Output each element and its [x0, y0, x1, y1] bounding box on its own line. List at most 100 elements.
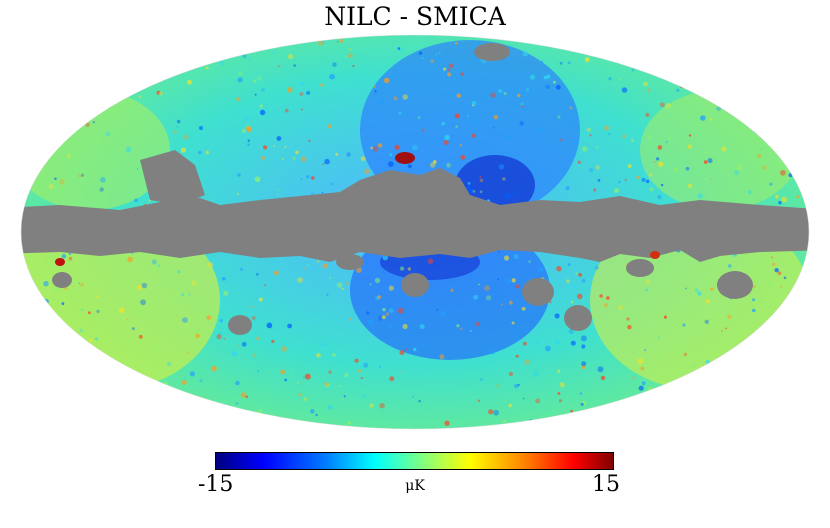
noise-speckle — [99, 187, 104, 192]
noise-speckle — [756, 51, 763, 58]
noise-speckle — [239, 267, 244, 272]
noise-speckle — [303, 423, 307, 427]
noise-speckle — [240, 392, 247, 398]
noise-speckle — [441, 121, 445, 126]
noise-speckle — [95, 295, 99, 298]
noise-speckle — [480, 377, 483, 381]
noise-speckle — [84, 383, 89, 388]
noise-speckle — [642, 81, 648, 87]
noise-speckle — [219, 60, 225, 66]
noise-speckle — [637, 39, 640, 43]
noise-speckle — [665, 102, 671, 109]
noise-speckle — [400, 48, 404, 52]
hot-spot — [395, 152, 415, 164]
noise-speckle — [96, 309, 100, 314]
noise-speckle — [427, 258, 434, 264]
noise-speckle — [244, 116, 249, 121]
noise-speckle — [306, 90, 311, 95]
noise-speckle — [512, 191, 515, 194]
noise-speckle — [447, 72, 452, 77]
noise-speckle — [281, 111, 285, 114]
noise-speckle — [522, 341, 527, 346]
noise-speckle — [595, 165, 600, 170]
noise-speckle — [777, 271, 782, 276]
noise-speckle — [188, 293, 191, 296]
noise-speckle — [183, 376, 187, 380]
noise-speckle — [511, 321, 515, 325]
noise-speckle — [42, 361, 45, 364]
noise-speckle — [514, 383, 519, 389]
noise-speckle — [653, 161, 656, 163]
noise-speckle — [439, 51, 441, 54]
noise-speckle — [66, 154, 71, 158]
noise-speckle — [27, 336, 32, 341]
noise-speckle — [42, 35, 48, 39]
noise-speckle — [49, 110, 52, 112]
noise-speckle — [477, 399, 480, 402]
noise-speckle — [498, 89, 503, 93]
noise-speckle — [577, 160, 581, 164]
noise-speckle — [655, 356, 659, 361]
noise-speckle — [35, 313, 42, 319]
noise-speckle — [446, 162, 451, 168]
noise-speckle — [663, 315, 668, 319]
noise-speckle — [321, 41, 325, 45]
noise-speckle — [567, 263, 571, 266]
noise-speckle — [657, 145, 663, 150]
noise-speckle — [312, 312, 316, 316]
noise-speckle — [236, 345, 239, 347]
noise-speckle — [58, 334, 63, 339]
noise-speckle — [570, 340, 576, 346]
noise-speckle — [68, 88, 73, 94]
noise-speckle — [466, 114, 470, 118]
noise-speckle — [80, 283, 84, 287]
noise-speckle — [536, 341, 540, 346]
noise-speckle — [584, 57, 590, 62]
noise-speckle — [586, 127, 591, 132]
noise-speckle — [284, 378, 288, 382]
noise-speckle — [208, 256, 213, 261]
noise-speckle — [48, 184, 54, 189]
noise-speckle — [771, 117, 777, 123]
noise-speckle — [796, 195, 800, 199]
noise-speckle — [430, 162, 436, 168]
noise-speckle — [661, 418, 668, 424]
noise-speckle — [522, 35, 526, 39]
noise-speckle — [417, 116, 421, 119]
noise-speckle — [455, 41, 458, 45]
mask-hole — [52, 272, 72, 288]
noise-speckle — [492, 126, 495, 129]
noise-speckle — [284, 145, 287, 148]
noise-speckle — [535, 398, 541, 404]
noise-speckle — [448, 63, 454, 69]
noise-speckle — [389, 376, 395, 382]
noise-speckle — [338, 385, 341, 388]
noise-speckle — [657, 194, 662, 200]
noise-speckle — [523, 35, 527, 38]
noise-speckle — [646, 134, 653, 140]
noise-speckle — [556, 266, 562, 272]
noise-speckle — [691, 63, 697, 69]
noise-speckle — [565, 186, 570, 191]
noise-speckle — [641, 381, 646, 386]
noise-speckle — [245, 37, 248, 41]
noise-speckle — [125, 146, 132, 153]
noise-speckle — [570, 409, 573, 413]
noise-speckle — [237, 77, 243, 83]
noise-speckle — [521, 105, 525, 108]
noise-speckle — [324, 382, 330, 387]
noise-speckle — [454, 113, 460, 119]
noise-speckle — [559, 61, 563, 65]
noise-speckle — [94, 337, 98, 341]
noise-speckle — [375, 295, 380, 301]
noise-speckle — [141, 282, 148, 289]
noise-speckle — [787, 155, 791, 159]
noise-speckle — [126, 318, 129, 321]
noise-speckle — [504, 192, 511, 199]
noise-speckle — [257, 76, 262, 81]
noise-speckle — [572, 138, 578, 144]
noise-speckle — [271, 339, 275, 343]
noise-speckle — [509, 300, 513, 305]
noise-speckle — [182, 317, 188, 323]
noise-speckle — [560, 138, 563, 141]
